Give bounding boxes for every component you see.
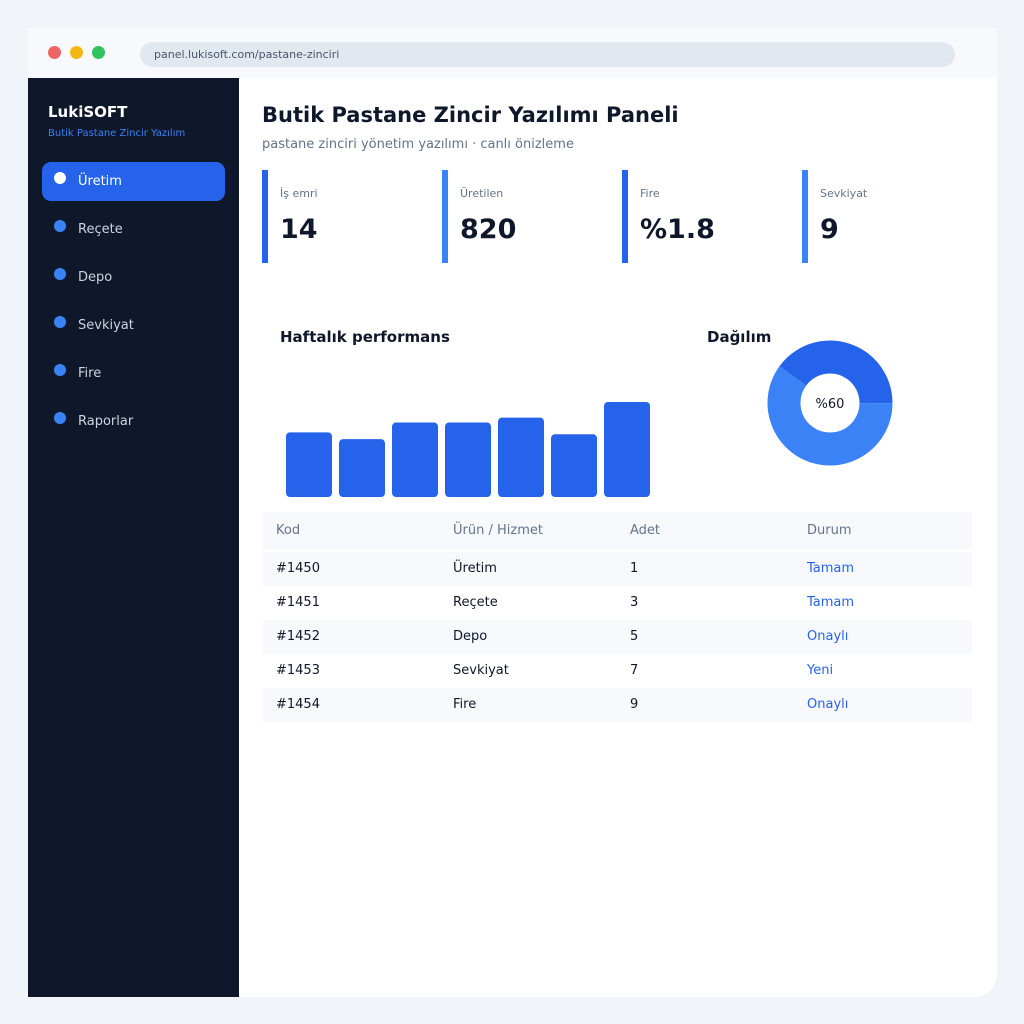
weekly-performance-bar-chart: [286, 401, 650, 497]
sidebar-item-label: Sevkiyat: [78, 318, 134, 333]
status-badge: Yeni: [807, 663, 834, 678]
sidebar-item-label: Fire: [78, 366, 102, 381]
sidebar-item-label: Reçete: [78, 222, 123, 237]
kpi-label: Sevkiyat: [820, 187, 868, 200]
cell-adet: 9: [630, 697, 639, 712]
kpi-card-fire: Fire %1.8: [622, 170, 790, 263]
bullet-icon: [54, 268, 66, 280]
cell-kod: #1450: [276, 561, 320, 576]
column-header-kod: Kod: [276, 523, 301, 538]
bullet-icon: [54, 220, 66, 232]
sidebar-nav: Üretim Reçete Depo Sevkiyat Fire Raporla…: [42, 162, 225, 450]
bar-2: [339, 439, 385, 497]
cell-urun: Üretim: [453, 561, 497, 576]
table-row[interactable]: #1454 Fire 9 Onaylı: [263, 688, 972, 722]
sidebar-item-raporlar[interactable]: Raporlar: [42, 402, 225, 441]
browser-titlebar: panel.lukisoft.com/pastane-zinciri: [28, 28, 997, 78]
sidebar: LukiSOFT Butik Pastane Zincir Yazılım Ür…: [28, 78, 239, 997]
bar-6: [551, 434, 597, 497]
page-title: Butik Pastane Zincir Yazılımı Paneli: [262, 103, 679, 127]
column-header-durum: Durum: [807, 523, 852, 538]
sidebar-item-sevkiyat[interactable]: Sevkiyat: [42, 306, 225, 345]
kpi-value: %1.8: [640, 214, 715, 245]
page-subtitle: pastane zinciri yönetim yazılımı · canlı…: [262, 137, 574, 152]
column-header-adet: Adet: [630, 523, 661, 538]
bar-3: [392, 422, 438, 497]
brand-subtitle: Butik Pastane Zincir Yazılım: [48, 128, 186, 139]
bar-7: [604, 401, 650, 497]
bar-1: [286, 432, 332, 497]
bullet-icon: [54, 364, 66, 376]
table-row[interactable]: #1452 Depo 5 Onaylı: [263, 620, 972, 654]
bullet-icon: [54, 172, 66, 184]
minimize-window-button[interactable]: [70, 46, 83, 59]
performance-chart-title: Haftalık performans: [280, 328, 450, 346]
bar-5: [498, 417, 544, 497]
distribution-donut-chart: %60: [767, 340, 893, 466]
status-badge: Onaylı: [807, 629, 849, 644]
distribution-chart-title: Dağılım: [707, 328, 772, 346]
brand-logo-text: LukiSOFT: [48, 103, 128, 121]
sidebar-item-fire[interactable]: Fire: [42, 354, 225, 393]
kpi-card-sevkiyat: Sevkiyat 9: [802, 170, 970, 263]
cell-adet: 7: [630, 663, 639, 678]
kpi-label: İş emri: [280, 187, 318, 200]
cell-urun: Sevkiyat: [453, 663, 509, 678]
sidebar-item-uretim[interactable]: Üretim: [42, 162, 225, 201]
cell-urun: Fire: [453, 697, 477, 712]
cell-urun: Reçete: [453, 595, 498, 610]
kpi-value: 9: [820, 214, 839, 245]
bullet-icon: [54, 316, 66, 328]
table-row[interactable]: #1450 Üretim 1 Tamam: [263, 552, 972, 586]
address-bar[interactable]: panel.lukisoft.com/pastane-zinciri: [140, 42, 955, 67]
cell-kod: #1451: [276, 595, 320, 610]
sidebar-item-depo[interactable]: Depo: [42, 258, 225, 297]
bullet-icon: [54, 412, 66, 424]
main-content: Butik Pastane Zincir Yazılımı Paneli pas…: [239, 78, 997, 997]
cell-adet: 3: [630, 595, 639, 610]
cell-kod: #1454: [276, 697, 320, 712]
donut-center-label: %60: [816, 397, 845, 412]
status-badge: Tamam: [807, 595, 855, 610]
kpi-label: Fire: [640, 187, 660, 200]
donut-slice-1: [767, 340, 893, 466]
kpi-card-uretilen: Üretilen 820: [442, 170, 610, 263]
kpi-value: 820: [460, 214, 517, 245]
cell-adet: 5: [630, 629, 639, 644]
sidebar-item-recete[interactable]: Reçete: [42, 210, 225, 249]
browser-window: panel.lukisoft.com/pastane-zinciri LukiS…: [28, 28, 997, 997]
cell-kod: #1452: [276, 629, 320, 644]
table-row[interactable]: #1451 Reçete 3 Tamam: [263, 586, 972, 620]
sidebar-item-label: Depo: [78, 270, 113, 285]
kpi-card-is-emri: İş emri 14: [262, 170, 430, 263]
kpi-label: Üretilen: [460, 187, 504, 200]
sidebar-item-label: Üretim: [78, 174, 122, 189]
cell-urun: Depo: [453, 629, 488, 644]
column-header-urun: Ürün / Hizmet: [453, 523, 543, 538]
cell-kod: #1453: [276, 663, 320, 678]
bar-4: [445, 422, 491, 497]
kpi-value: 14: [280, 214, 318, 245]
maximize-window-button[interactable]: [92, 46, 105, 59]
orders-table: Kod Ürün / Hizmet Adet Durum #1450 Üreti…: [263, 512, 972, 722]
table-header-row: Kod Ürün / Hizmet Adet Durum: [263, 512, 972, 549]
close-window-button[interactable]: [48, 46, 61, 59]
status-badge: Tamam: [807, 561, 855, 576]
cell-adet: 1: [630, 561, 639, 576]
status-badge: Onaylı: [807, 697, 849, 712]
table-row[interactable]: #1453 Sevkiyat 7 Yeni: [263, 654, 972, 688]
sidebar-item-label: Raporlar: [78, 414, 134, 429]
